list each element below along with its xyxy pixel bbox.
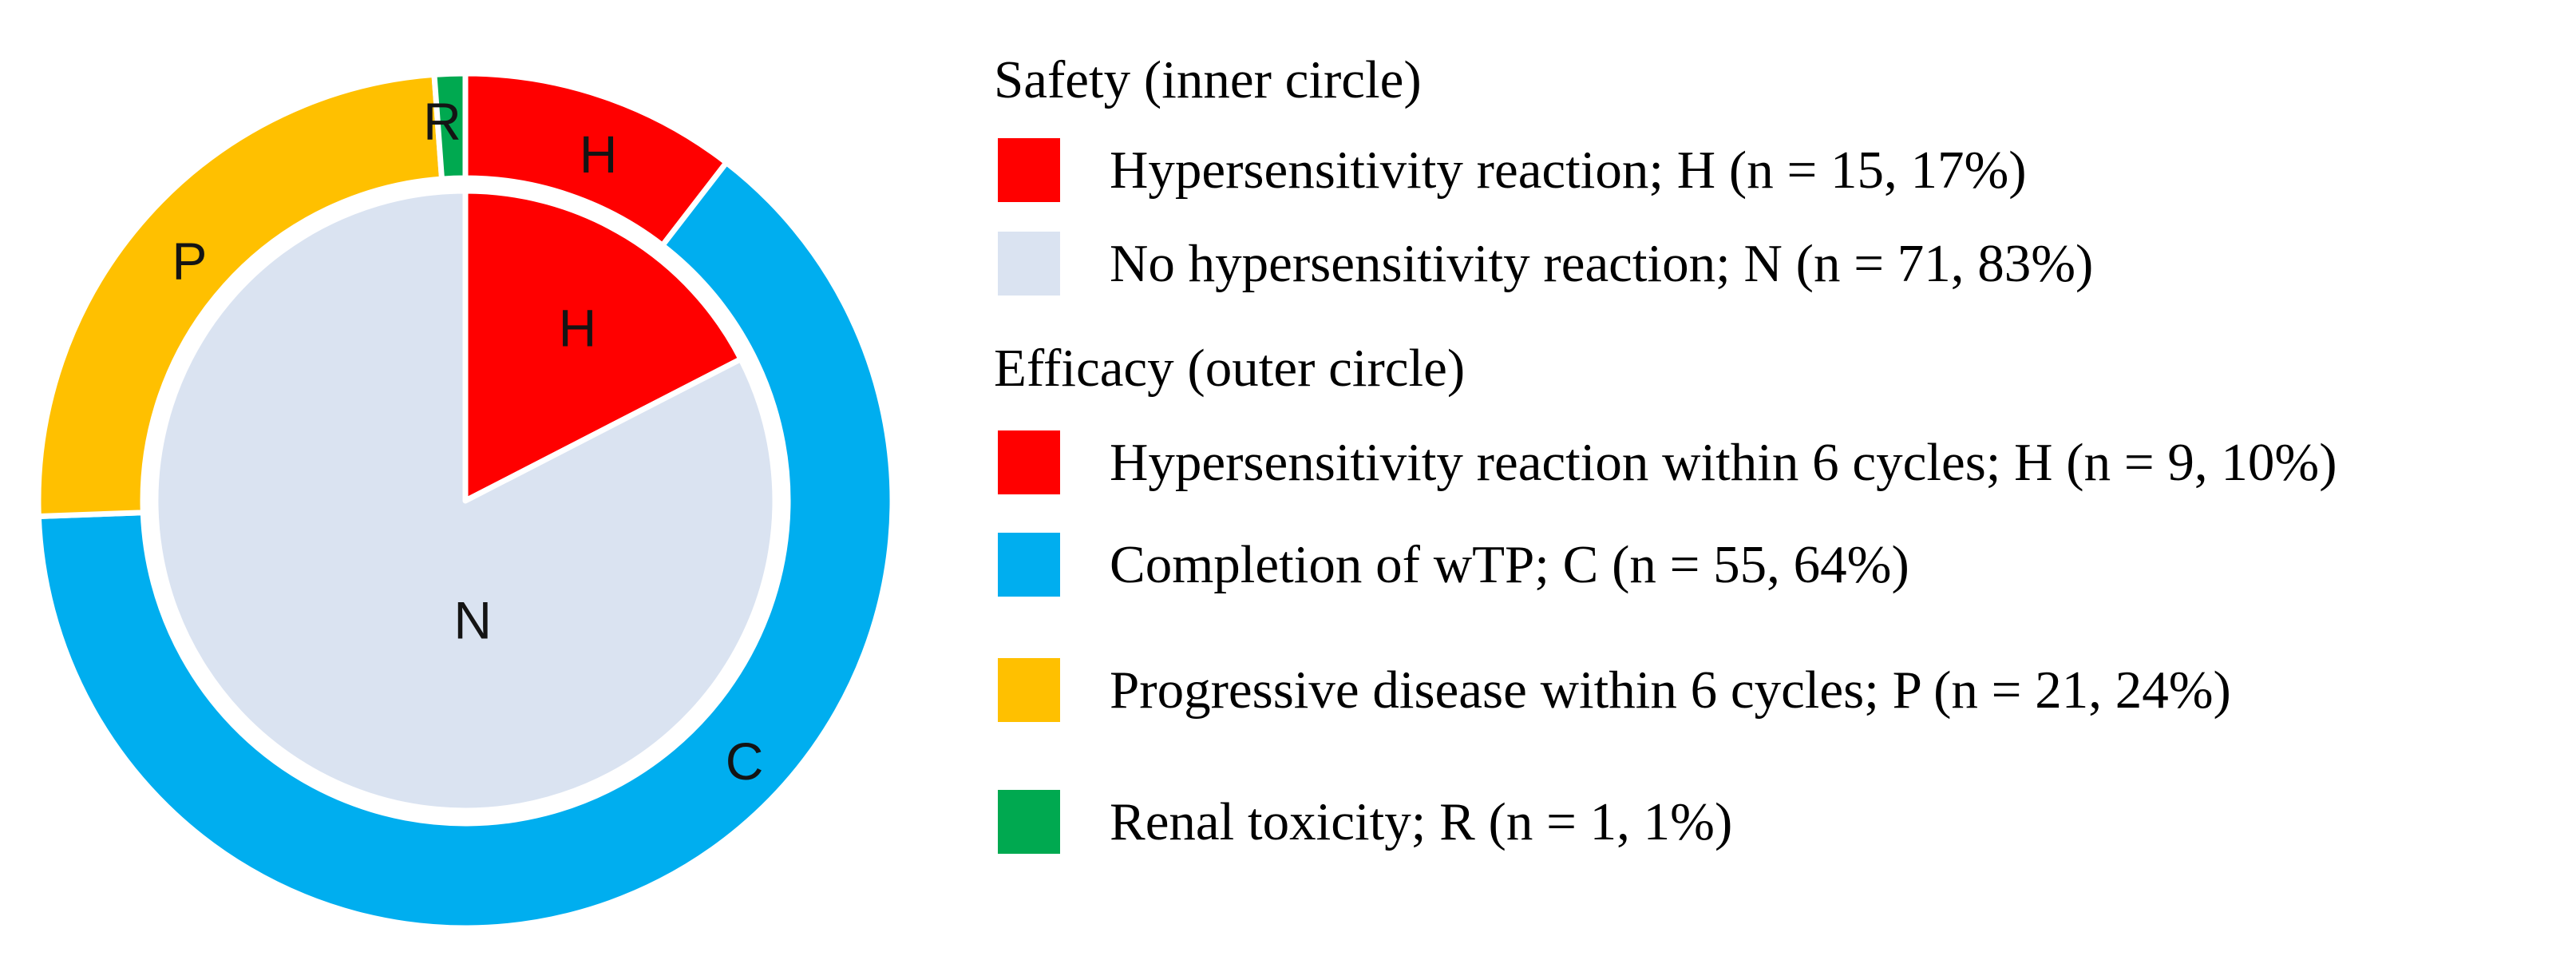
outer-slice-R — [431, 70, 469, 182]
legend-section-title-efficacy: Efficacy (outer circle) — [994, 339, 1466, 398]
inner-slice-H-label: H — [559, 299, 597, 358]
nested-pie-chart: H C P R H N — [35, 70, 896, 931]
legend-item-label: Progressive disease within 6 cycles; P (… — [1110, 660, 2231, 720]
legend-item: Completion of wTP; C (n = 55, 64%) — [998, 531, 1909, 598]
legend-swatch-safety-no-hypersensitivity — [998, 232, 1060, 296]
inner-slice-N-label: N — [453, 591, 492, 650]
inner-slice-N — [152, 188, 778, 814]
legend-item: Renal toxicity; R (n = 1, 1%) — [998, 788, 1732, 855]
legend-item: Hypersensitivity reaction; H (n = 15, 17… — [998, 137, 2027, 204]
legend-swatch-renal-toxicity — [998, 790, 1060, 854]
outer-slice-C-label: C — [726, 732, 764, 791]
inner-slice-H — [462, 188, 744, 504]
legend-item-label: Completion of wTP; C (n = 55, 64%) — [1110, 534, 1909, 594]
outer-slice-P — [35, 71, 445, 520]
legend-item-label: Hypersensitivity reaction within 6 cycle… — [1110, 432, 2337, 492]
legend-swatch-efficacy-hypersensitivity — [998, 430, 1060, 494]
legend-item: Progressive disease within 6 cycles; P (… — [998, 657, 2231, 724]
legend-item-label: No hypersensitivity reaction; N (n = 71,… — [1110, 233, 2094, 293]
outer-slice-P-label: P — [172, 232, 207, 291]
legend-section-title-safety: Safety (inner circle) — [994, 50, 1422, 109]
legend-item-label: Renal toxicity; R (n = 1, 1%) — [1110, 791, 1733, 851]
outer-slice-C — [35, 160, 896, 931]
legend-item: Hypersensitivity reaction within 6 cycle… — [998, 429, 2337, 496]
legend-item: No hypersensitivity reaction; N (n = 71,… — [998, 230, 2093, 297]
legend-swatch-completion-wtp — [998, 533, 1060, 597]
legend-swatch-safety-hypersensitivity — [998, 138, 1060, 202]
outer-slice-R-label: R — [423, 92, 461, 151]
outer-slice-H-label: H — [580, 125, 618, 184]
legend-item-label: Hypersensitivity reaction; H (n = 15, 17… — [1110, 140, 2027, 200]
legend-swatch-progressive-disease — [998, 658, 1060, 722]
